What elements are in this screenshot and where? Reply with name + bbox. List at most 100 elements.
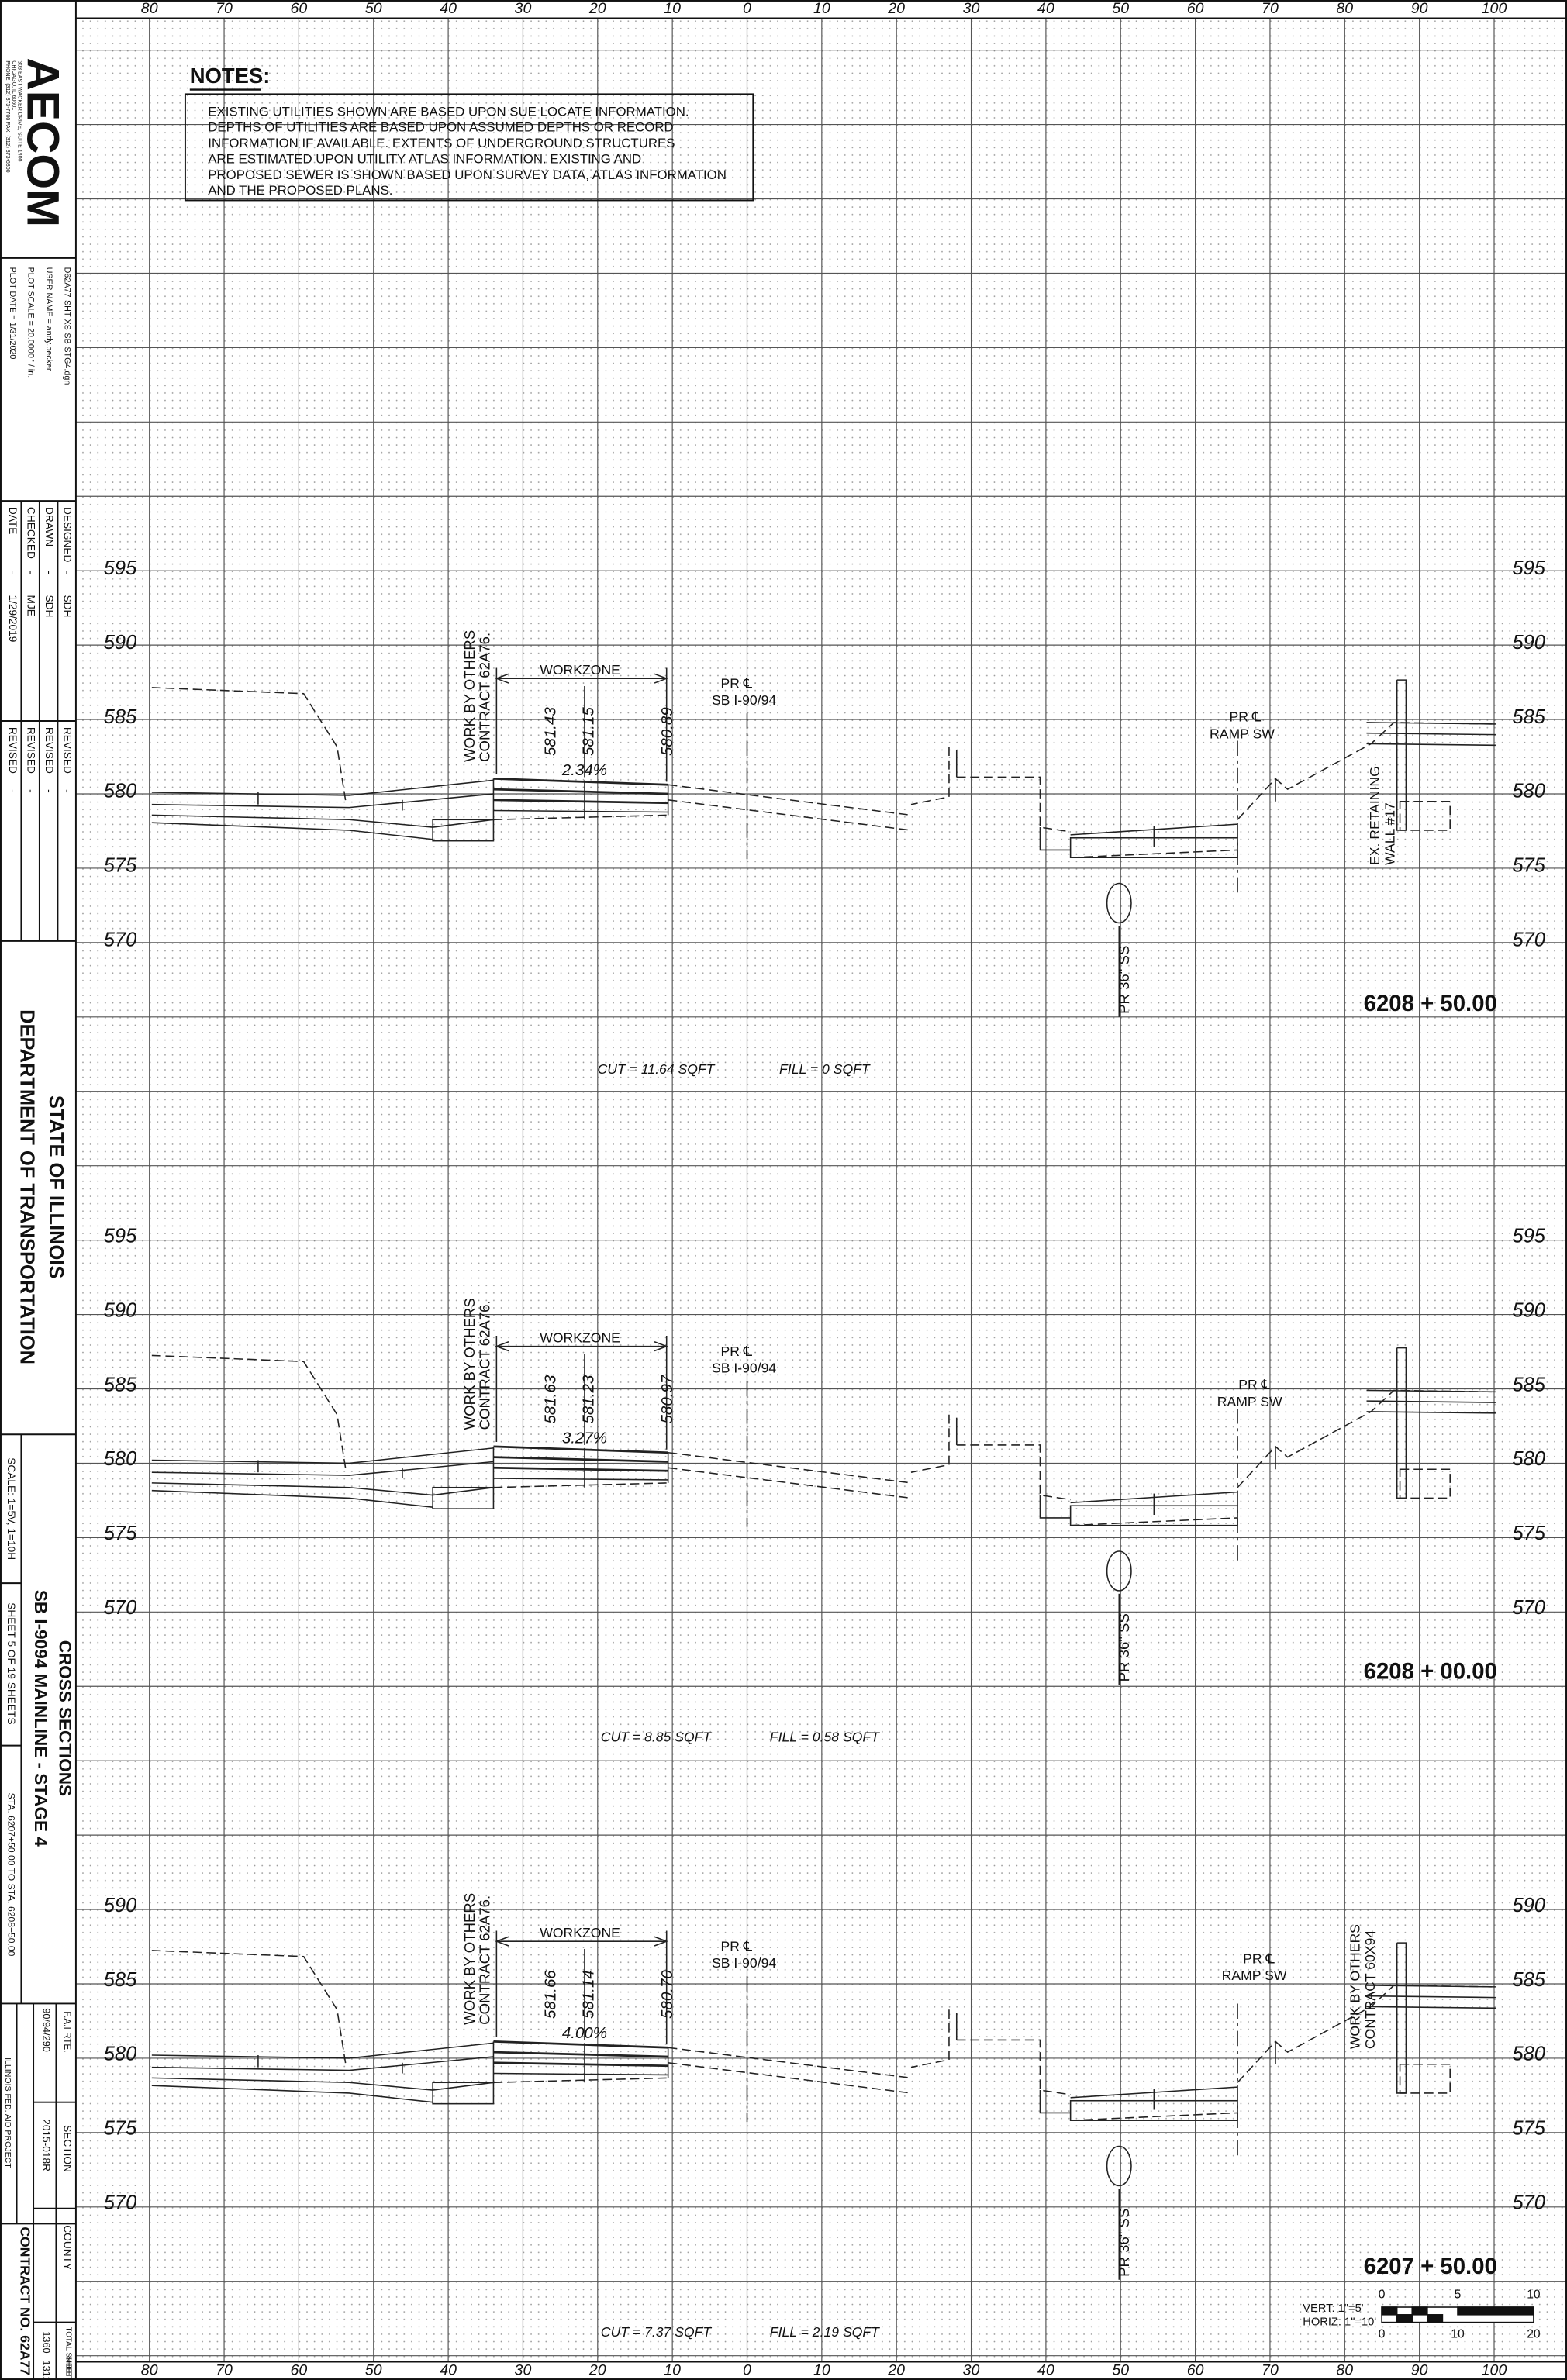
offset-label: 10 [664,0,681,17]
elevation-label: 575 [1512,855,1545,877]
elevation-label: 590 [1512,632,1545,654]
offset-label: 40 [440,0,457,17]
centerline-label: RAMP SW [1217,1394,1282,1409]
centerline-label: PR ℄ [1238,1377,1270,1392]
finished-elevation: 581.23 [579,1375,597,1423]
plot-date: PLOT DATE = 1/31/2020 [8,267,17,360]
offset-label: 50 [365,0,382,17]
elevation-label: 580 [1512,1448,1545,1470]
revision-label: REVISED [43,727,55,774]
finished-elevation: 581.63 [541,1375,559,1423]
work-by-others: WORK BY OTHERS [461,630,478,762]
offset-label: 50 [1112,2361,1129,2378]
offset-label: 30 [963,0,980,17]
scale-tick: 0 [1379,2288,1386,2301]
offset-label: 80 [1336,0,1353,17]
revision-label: REVISED [62,727,74,774]
offset-label: 100 [1482,0,1507,17]
offset-label: 0 [743,0,751,17]
work-by-others: WORK BY OTHERS [461,1298,478,1430]
revision-label: REVISED [7,727,19,774]
sheet-no: 1312 [40,2361,52,2380]
scale-bar-graphic [1381,2306,1534,2323]
offset-label: 50 [1112,0,1129,17]
total-sheets-header: TOTAL SHEETS [64,2327,73,2380]
offset-label: 40 [1037,2361,1054,2378]
offset-label: 50 [365,2361,382,2378]
centerline-label: PR ℄ [720,1343,752,1359]
sewer-label: PR 36" SS [1116,2209,1132,2277]
major-grid [75,18,1567,2362]
scale-horiz: HORIZ: 1"=10' [1303,2316,1376,2328]
station: 6207 + 50.00 [1364,2254,1497,2279]
finished-elevation: 580.70 [658,1970,676,2019]
offset-label: 30 [515,0,532,17]
offset-label: 20 [588,0,606,17]
agency: STATE OF ILLINOIS [45,1095,67,1278]
role-value: SDH [43,595,55,618]
work-by-others: WORK BY OTHERS [461,1893,478,2025]
centerline-label: PR ℄ [720,1939,752,1954]
route-header: F.A.I RTE. [62,2011,72,2052]
workzone: WORKZONE [540,1925,620,1940]
offset-label: 70 [216,0,233,17]
sheet-title: SB I-9094 MAINLINE - STAGE 4 [31,1590,50,1847]
workzone: WORKZONE [540,1330,620,1346]
address: PHONE: (312) 373-7700 FAX: (312) 373-680… [5,60,10,172]
elevation-label: 570 [1512,2192,1545,2214]
offset-label: 80 [1336,2361,1353,2378]
elevation-label: 570 [104,930,136,951]
callout: EX. RETAINING [1367,766,1382,865]
finished-elevation: 581.43 [541,707,559,756]
offset-label: 70 [216,2361,233,2378]
total-sheets: 1360 [40,2331,52,2353]
centerline-label: RAMP SW [1210,726,1275,741]
project: ILLINOIS FED. AID PROJECT [3,2057,12,2168]
station: 6208 + 50.00 [1364,991,1497,1016]
offset-label: 100 [1482,2361,1507,2378]
offset-label: 60 [1187,2361,1204,2378]
sewer-label: PR 36" SS [1116,946,1132,1014]
revision-value: - [7,789,19,793]
role-label: DESIGNED [62,507,74,563]
offset-label: 10 [813,0,830,17]
finished-elevation: 581.15 [579,707,597,756]
cut-area: CUT = 8.85 SQFT [601,1729,713,1744]
centerline-label: SB I-90/94 [712,1955,776,1971]
section: 2015-018R [40,2119,52,2171]
grade: 4.00% [562,2024,607,2042]
role-label: DATE [7,507,19,534]
note-line: ARE ESTIMATED UPON UTILITY ATLAS INFORMA… [208,151,641,166]
elevation-label: 580 [1512,2044,1545,2065]
section-header: SECTION [62,2125,74,2172]
offset-label: 70 [1262,2361,1279,2378]
offset-label: 80 [141,0,158,17]
elevation-label: 585 [1512,706,1545,728]
role-value: 1/29/2019 [7,595,19,643]
scale-tick: 20 [1527,2327,1541,2340]
elevation-label: 580 [104,2044,136,2065]
station: 6208 + 00.00 [1364,1658,1497,1684]
elevation-label: 570 [104,1597,136,1619]
callout: WORK BY OTHERS [1347,1924,1362,2049]
offset-label: 0 [743,2361,751,2378]
workzone: WORKZONE [540,662,620,678]
centerline-label: PR ℄ [720,676,752,692]
elevation-label: 575 [104,855,137,877]
fill-area: FILL = 2.19 SQFT [770,2324,880,2340]
note-line: EXISTING UTILITIES SHOWN ARE BASED UPON … [208,104,689,119]
elevation-label: 595 [1512,1225,1545,1247]
revision-label: REVISED [26,727,37,774]
elevation-label: 575 [104,1523,137,1544]
scale-tick: 0 [1379,2327,1386,2340]
finished-elevation: 580.89 [658,707,676,756]
note-line: DEPTHS OF UTILITIES ARE BASED UPON ASSUM… [208,120,673,135]
grade: 3.27% [562,1430,607,1447]
finished-elevation: 581.14 [579,1970,597,2019]
sewer-label: PR 36" SS [1116,1613,1132,1682]
scale-tick: 10 [1451,2327,1465,2340]
elevation-label: 590 [104,632,136,654]
callout: CONTRACT 60X94 [1362,1930,1378,2050]
logo: AECOM [17,57,67,227]
address: CHICAGO, IL 60601 [11,60,16,110]
